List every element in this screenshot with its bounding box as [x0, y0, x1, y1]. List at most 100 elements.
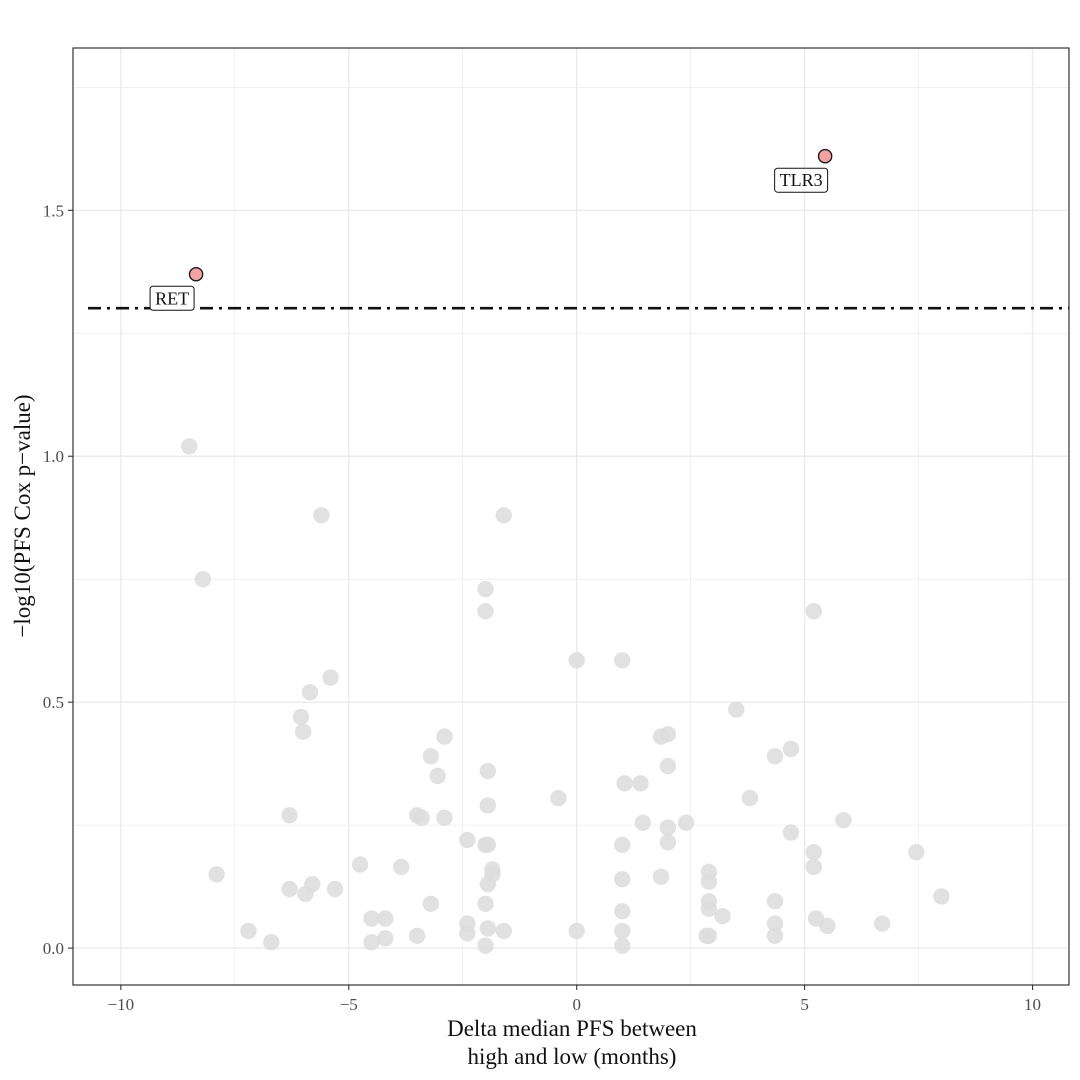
data-point — [568, 652, 585, 669]
data-point — [459, 831, 476, 849]
minor-gridlines — [73, 48, 1069, 985]
data-point — [614, 652, 631, 669]
data-point — [782, 740, 800, 758]
data-point — [714, 907, 731, 925]
data-point — [495, 922, 512, 940]
data-point — [377, 910, 394, 927]
data-point — [351, 856, 369, 873]
data-point — [263, 934, 280, 951]
data-point — [614, 871, 631, 888]
gray-points-layer — [181, 438, 950, 954]
data-point — [805, 858, 822, 876]
data-point — [741, 789, 759, 807]
data-point — [393, 858, 410, 876]
point-labels-layer: RET TLR3 — [149, 167, 829, 311]
data-point — [728, 701, 745, 718]
y-tick-label: 0.0 — [43, 939, 64, 958]
point-label: TLR3 — [774, 167, 829, 193]
data-point — [477, 602, 494, 620]
data-point — [766, 927, 784, 945]
data-point — [805, 843, 822, 861]
x-tick-label: −5 — [340, 995, 358, 1014]
y-tick-label: 1.0 — [43, 447, 64, 466]
data-point — [835, 812, 852, 829]
data-point — [436, 809, 453, 826]
data-point — [700, 927, 718, 945]
data-point — [326, 880, 344, 898]
data-point — [659, 725, 677, 743]
data-point — [805, 602, 822, 620]
data-point — [301, 684, 319, 701]
data-point — [908, 843, 925, 861]
data-point — [477, 580, 494, 598]
data-point — [782, 824, 800, 841]
point-label-box — [149, 285, 195, 311]
data-point — [436, 728, 453, 745]
point-label-text: RET — [155, 288, 189, 308]
data-point — [659, 834, 677, 851]
point-label-text: TLR3 — [780, 170, 823, 190]
data-point — [766, 748, 784, 765]
data-point — [363, 910, 380, 927]
data-point — [479, 920, 497, 937]
data-point — [313, 507, 330, 524]
data-point — [322, 669, 339, 686]
highlighted-point — [188, 266, 204, 282]
data-point — [819, 917, 836, 935]
data-point — [659, 819, 677, 836]
data-point — [479, 836, 497, 854]
point-label: RET — [149, 285, 195, 311]
data-point — [429, 767, 446, 785]
x-tick-label: 5 — [800, 995, 809, 1014]
data-point — [933, 888, 950, 905]
data-point — [652, 868, 670, 885]
data-point — [614, 903, 631, 920]
data-point — [477, 895, 494, 913]
data-point — [700, 900, 718, 917]
data-point — [766, 915, 784, 932]
data-point — [240, 922, 257, 940]
y-tick-label: 0.5 — [43, 693, 64, 712]
data-point — [292, 708, 310, 726]
data-point — [281, 807, 298, 824]
data-point — [634, 814, 651, 831]
data-point — [479, 762, 497, 780]
data-point — [363, 934, 380, 951]
y-axis-ticks: 0.0 0.5 1.0 1.5 — [43, 201, 73, 958]
x-axis-title-line-1: Delta median PFS between — [447, 1016, 697, 1041]
data-point — [477, 937, 494, 954]
x-tick-label: −10 — [108, 995, 135, 1014]
data-point — [614, 937, 631, 954]
data-point — [459, 925, 476, 942]
data-point — [408, 927, 426, 945]
data-point — [659, 757, 677, 775]
data-point — [422, 895, 440, 913]
y-axis-title: −log10(PFS Cox p−value) — [10, 394, 35, 637]
data-point — [479, 875, 497, 893]
data-point — [479, 797, 497, 814]
data-point — [568, 922, 585, 940]
data-point — [181, 438, 198, 455]
data-point — [550, 789, 567, 807]
highlighted-points-layer — [188, 148, 833, 282]
data-point — [614, 836, 631, 854]
data-point — [677, 814, 695, 831]
point-label-box — [774, 167, 829, 193]
data-point — [422, 748, 440, 765]
data-point — [377, 930, 394, 947]
data-point — [700, 873, 718, 890]
data-point — [208, 866, 225, 883]
data-point — [614, 922, 631, 940]
data-point — [495, 507, 512, 524]
data-point — [413, 809, 430, 826]
x-tick-label: 10 — [1024, 995, 1041, 1014]
x-axis-title-line-2: high and low (months) — [468, 1044, 677, 1069]
data-point — [281, 880, 298, 898]
data-point — [304, 875, 321, 893]
data-point — [616, 775, 633, 792]
panel-border — [72, 47, 1070, 986]
y-tick-label: 1.5 — [43, 201, 64, 220]
x-axis-ticks: −10 −5 0 5 10 — [108, 985, 1041, 1014]
major-gridlines — [73, 48, 1069, 985]
